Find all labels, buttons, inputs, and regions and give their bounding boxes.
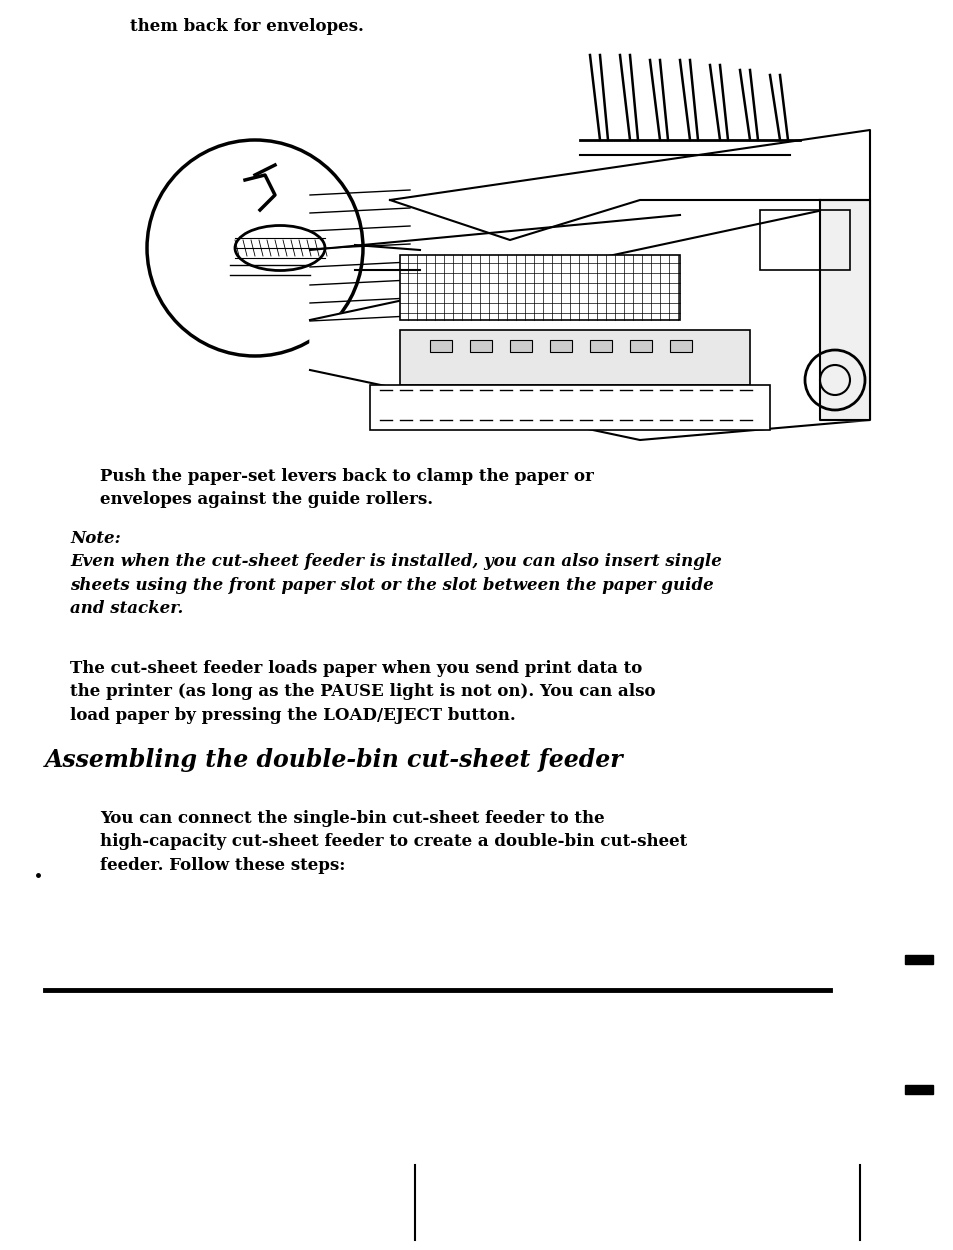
Text: Push the paper-set levers back to clamp the paper or
envelopes against the guide: Push the paper-set levers back to clamp … xyxy=(100,468,594,509)
Text: You can connect the single-bin cut-sheet feeder to the
high-capacity cut-sheet f: You can connect the single-bin cut-sheet… xyxy=(100,810,686,874)
Bar xyxy=(669,340,691,352)
Bar xyxy=(399,330,749,385)
Text: them back for envelopes.: them back for envelopes. xyxy=(130,18,363,35)
Bar xyxy=(629,340,651,352)
Bar xyxy=(470,340,492,352)
Polygon shape xyxy=(820,200,869,420)
Polygon shape xyxy=(310,200,869,440)
Polygon shape xyxy=(390,130,869,240)
Bar xyxy=(904,955,932,964)
Bar xyxy=(430,340,452,352)
Text: The cut-sheet feeder loads paper when you send print data to
the printer (as lon: The cut-sheet feeder loads paper when yo… xyxy=(70,660,655,724)
Bar xyxy=(399,255,679,320)
Bar xyxy=(370,385,769,430)
Bar xyxy=(904,1085,932,1094)
Text: Even when the cut-sheet feeder is installed, you can also insert single
sheets u: Even when the cut-sheet feeder is instal… xyxy=(70,552,721,618)
Text: Note:: Note: xyxy=(70,530,121,548)
Bar xyxy=(760,210,849,270)
Text: Assembling the double-bin cut-sheet feeder: Assembling the double-bin cut-sheet feed… xyxy=(45,748,623,772)
Bar xyxy=(589,340,612,352)
Bar xyxy=(550,340,572,352)
Bar xyxy=(510,340,532,352)
